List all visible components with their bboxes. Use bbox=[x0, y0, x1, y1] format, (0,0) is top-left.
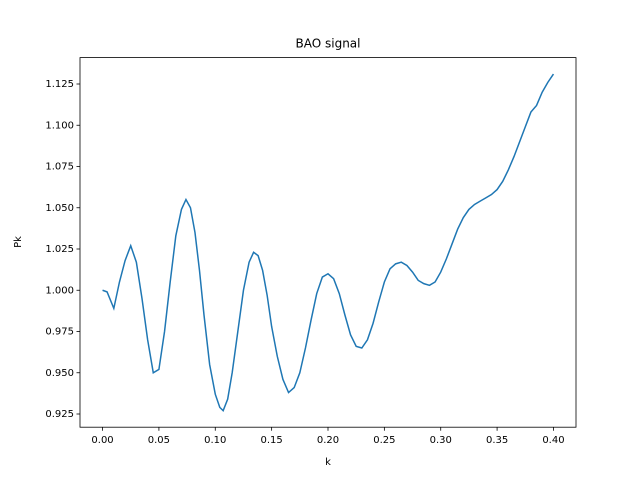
x-tick-label: 0.00 bbox=[91, 435, 113, 446]
plot-frame bbox=[79, 57, 577, 428]
y-tick-label: 0.925 bbox=[45, 409, 74, 420]
y-tick-label: 1.050 bbox=[45, 203, 74, 214]
y-tick-label: 0.975 bbox=[45, 327, 74, 338]
y-tick-label: 1.025 bbox=[45, 244, 74, 255]
y-axis-label: Pk bbox=[13, 236, 24, 248]
y-tick-label: 1.100 bbox=[45, 120, 74, 131]
y-tick-label: 1.125 bbox=[45, 79, 74, 90]
x-tick-label: 0.20 bbox=[317, 435, 339, 446]
x-tick-label: 0.10 bbox=[204, 435, 226, 446]
x-tick-label: 0.30 bbox=[430, 435, 452, 446]
y-tick-label: 0.950 bbox=[45, 368, 74, 379]
data-line bbox=[102, 73, 555, 413]
x-axis-label: k bbox=[325, 457, 331, 468]
x-tick-label: 0.35 bbox=[486, 435, 508, 446]
chart-title: BAO signal bbox=[296, 37, 361, 51]
x-tick-label: 0.40 bbox=[542, 435, 564, 446]
y-tick-label: 1.075 bbox=[45, 162, 74, 173]
y-tick-label: 1.000 bbox=[45, 285, 74, 296]
x-tick-label: 0.25 bbox=[373, 435, 395, 446]
x-tick-label: 0.15 bbox=[261, 435, 283, 446]
x-tick-label: 0.05 bbox=[148, 435, 170, 446]
